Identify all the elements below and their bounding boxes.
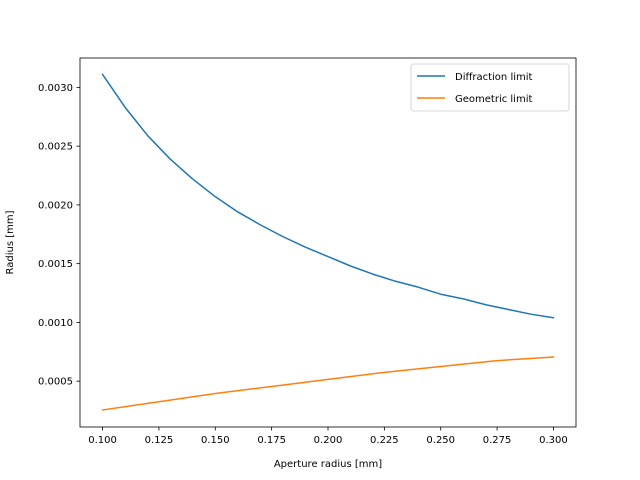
x-axis-title: Aperture radius [mm] [274, 459, 382, 470]
y-axis: 0.0005 0.0010 0.0015 0.0020 0.0025 0.0030 [38, 83, 80, 388]
y-tick-label: 0.0030 [38, 83, 73, 94]
x-tick-label: 0.275 [483, 435, 512, 446]
x-tick-label: 0.250 [426, 435, 455, 446]
y-tick-label: 0.0025 [38, 142, 73, 153]
legend-label-2: Geometric limit [455, 94, 532, 105]
x-axis: 0.100 0.125 0.150 0.175 0.200 0.225 0.250 0.275… [88, 427, 568, 446]
x-tick-label: 0.225 [370, 435, 399, 446]
legend-label-1: Diffraction limit [455, 72, 533, 83]
x-tick-label: 0.100 [88, 435, 117, 446]
legend: Diffraction limit Geometric limit [410, 63, 570, 112]
y-tick-label: 0.0015 [38, 259, 73, 270]
x-tick-label: 0.300 [539, 435, 568, 446]
y-axis-title: Radius [mm] [5, 210, 16, 274]
x-tick-label: 0.200 [314, 435, 343, 446]
y-tick-label: 0.0010 [38, 318, 73, 329]
y-tick-label: 0.0005 [38, 377, 73, 388]
x-tick-label: 0.125 [145, 435, 174, 446]
x-tick-label: 0.150 [201, 435, 230, 446]
y-tick-label: 0.0020 [38, 200, 73, 211]
x-tick-label: 0.175 [257, 435, 286, 446]
series-line-1 [101, 73, 555, 319]
legend-box [410, 63, 570, 112]
series-line-2 [101, 356, 555, 411]
